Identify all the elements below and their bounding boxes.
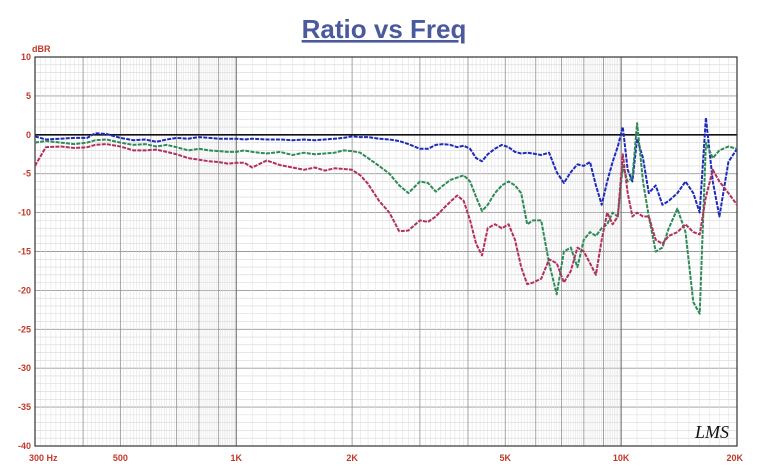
series-line-2 — [34, 122, 738, 315]
x-tick-labels: 300 Hz 500 1K 2K 5K 10K 20K — [29, 453, 743, 463]
y-tick-label: -40 — [18, 441, 31, 451]
y-tick-label: -20 — [18, 285, 31, 295]
x-tick-label: 2K — [346, 453, 358, 463]
y-tick-labels: 10 5 0 -5 -10 -15 -20 -25 -30 -35 -40 — [18, 52, 31, 451]
lms-logo: LMS — [694, 422, 729, 442]
y-tick-label: 10 — [21, 52, 31, 62]
grid-layer — [34, 56, 738, 447]
y-tick-label: -5 — [23, 169, 31, 179]
y-tick-label: -15 — [18, 247, 31, 257]
x-tick-label: 20K — [726, 453, 743, 463]
y-tick-label: -10 — [18, 208, 31, 218]
x-tick-label: 10K — [613, 453, 630, 463]
plot-frame — [34, 56, 738, 447]
y-tick-label: 0 — [26, 130, 31, 140]
y-axis-unit: dBR — [32, 44, 51, 54]
y-tick-label: -35 — [18, 402, 31, 412]
chart-title: Ratio vs Freq — [302, 14, 467, 44]
series-layer — [34, 116, 738, 315]
y-tick-label: -25 — [18, 324, 31, 334]
x-tick-label: 500 — [113, 453, 128, 463]
x-tick-label: 5K — [500, 453, 512, 463]
series-line-1 — [34, 116, 738, 218]
x-tick-label: 1K — [230, 453, 242, 463]
x-tick-label: 300 Hz — [29, 453, 58, 463]
y-tick-label: 5 — [26, 91, 31, 101]
series-line-3 — [34, 143, 738, 286]
y-tick-label: -30 — [18, 363, 31, 373]
